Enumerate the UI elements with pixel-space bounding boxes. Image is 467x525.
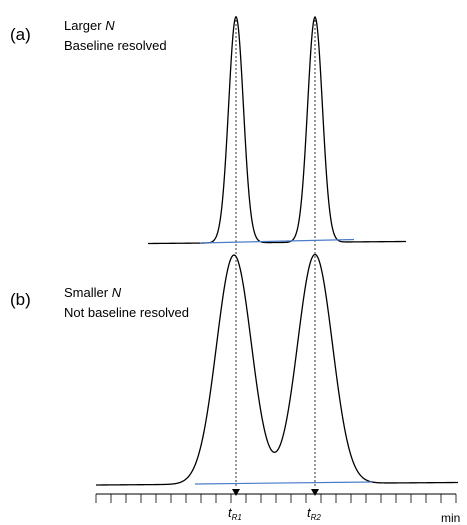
label-tr2: tR2 — [307, 505, 321, 522]
label-tr1: tR1 — [228, 505, 242, 522]
panel-b-caption-symbol: N — [112, 285, 122, 300]
panel-b-caption-line2: Not baseline resolved — [64, 305, 189, 320]
panel-a-caption-symbol: N — [105, 18, 115, 33]
label-tr1-main: t — [228, 505, 233, 520]
arrow-tr1 — [232, 489, 240, 496]
panel-b-letter: (b) — [10, 290, 31, 309]
baseline-a — [199, 238, 355, 244]
panel-a-caption-prefix: Larger — [64, 18, 105, 33]
time-axis-ticks — [95, 494, 457, 503]
panel-b-caption-prefix: Smaller — [64, 285, 112, 300]
panel-a-caption-line2: Baseline resolved — [64, 38, 167, 53]
chromatogram-trace-b — [96, 253, 458, 486]
panel-b-caption-line1: Smaller N — [64, 285, 122, 300]
chromatogram-trace-a — [148, 15, 406, 245]
label-tr1-sub: R1 — [232, 513, 242, 522]
arrow-tr2 — [311, 489, 319, 496]
panel-a-letter: (a) — [10, 25, 31, 44]
panel-a-caption-line1: Larger N — [64, 18, 115, 33]
baseline-b — [194, 481, 373, 485]
label-tr2-main: t — [307, 505, 312, 520]
axis-unit-label: min — [441, 511, 460, 525]
label-tr2-sub: R2 — [311, 513, 322, 522]
